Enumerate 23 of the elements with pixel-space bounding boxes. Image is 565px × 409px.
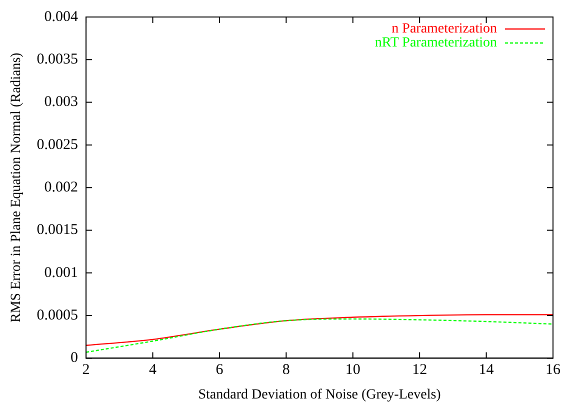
x-axis-title: Standard Deviation of Noise (Grey-Levels) bbox=[198, 387, 442, 402]
y-tick-label: 0.0015 bbox=[36, 222, 78, 238]
x-tick-label: 4 bbox=[149, 362, 158, 378]
legend-label: n Parameterization bbox=[392, 22, 497, 37]
x-tick-label: 10 bbox=[345, 362, 360, 378]
y-tick-label: 0.004 bbox=[44, 8, 79, 25]
line-series bbox=[86, 318, 553, 353]
legend-label: nRT Parameterization bbox=[374, 36, 497, 51]
y-tick-label: 0.0005 bbox=[36, 307, 78, 324]
x-tick-label: 6 bbox=[216, 362, 224, 378]
y-tick-label: 0.003 bbox=[44, 94, 78, 110]
line-series bbox=[86, 314, 553, 346]
y-tick-label: 0.0035 bbox=[36, 52, 78, 68]
x-tick-label: 2 bbox=[82, 362, 90, 378]
y-tick-label: 0.002 bbox=[44, 180, 78, 196]
x-tick-label: 16 bbox=[546, 362, 561, 378]
x-tick-label: 14 bbox=[478, 362, 494, 378]
y-axis-title: RMS Error in Plane Equation Normal (Radians) bbox=[9, 52, 24, 323]
x-tick-label: 12 bbox=[412, 362, 428, 378]
y-tick-label: 0.001 bbox=[44, 264, 78, 281]
y-tick-label: 0.0025 bbox=[36, 136, 78, 153]
y-tick-label: 0 bbox=[70, 350, 78, 366]
x-tick-label: 8 bbox=[282, 362, 290, 378]
